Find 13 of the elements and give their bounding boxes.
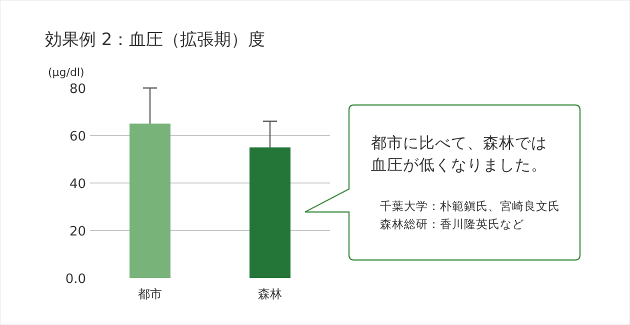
y-tick-label: 40 (69, 177, 86, 192)
y-tick-label: 0.0 (65, 272, 86, 287)
y-tick-label: 60 (69, 130, 86, 144)
x-tick-label: 都市 (138, 287, 162, 301)
y-axis-title: (μg/dl) (48, 66, 84, 79)
text: 血圧が低くなりました。 (371, 156, 547, 174)
text: 森林総研：香川隆英氏など (380, 217, 524, 231)
y-tick-label: 80 (69, 82, 86, 97)
text: 都市に比べて、森林では (371, 134, 547, 152)
y-tick-label: 20 (69, 224, 86, 240)
text: 千葉大学：朴範鎭氏、宮崎良文氏 (380, 199, 560, 213)
chart-title: 効果例 2：血圧（拡張期）度 (45, 30, 266, 50)
x-tick-label: 森林 (258, 287, 282, 301)
